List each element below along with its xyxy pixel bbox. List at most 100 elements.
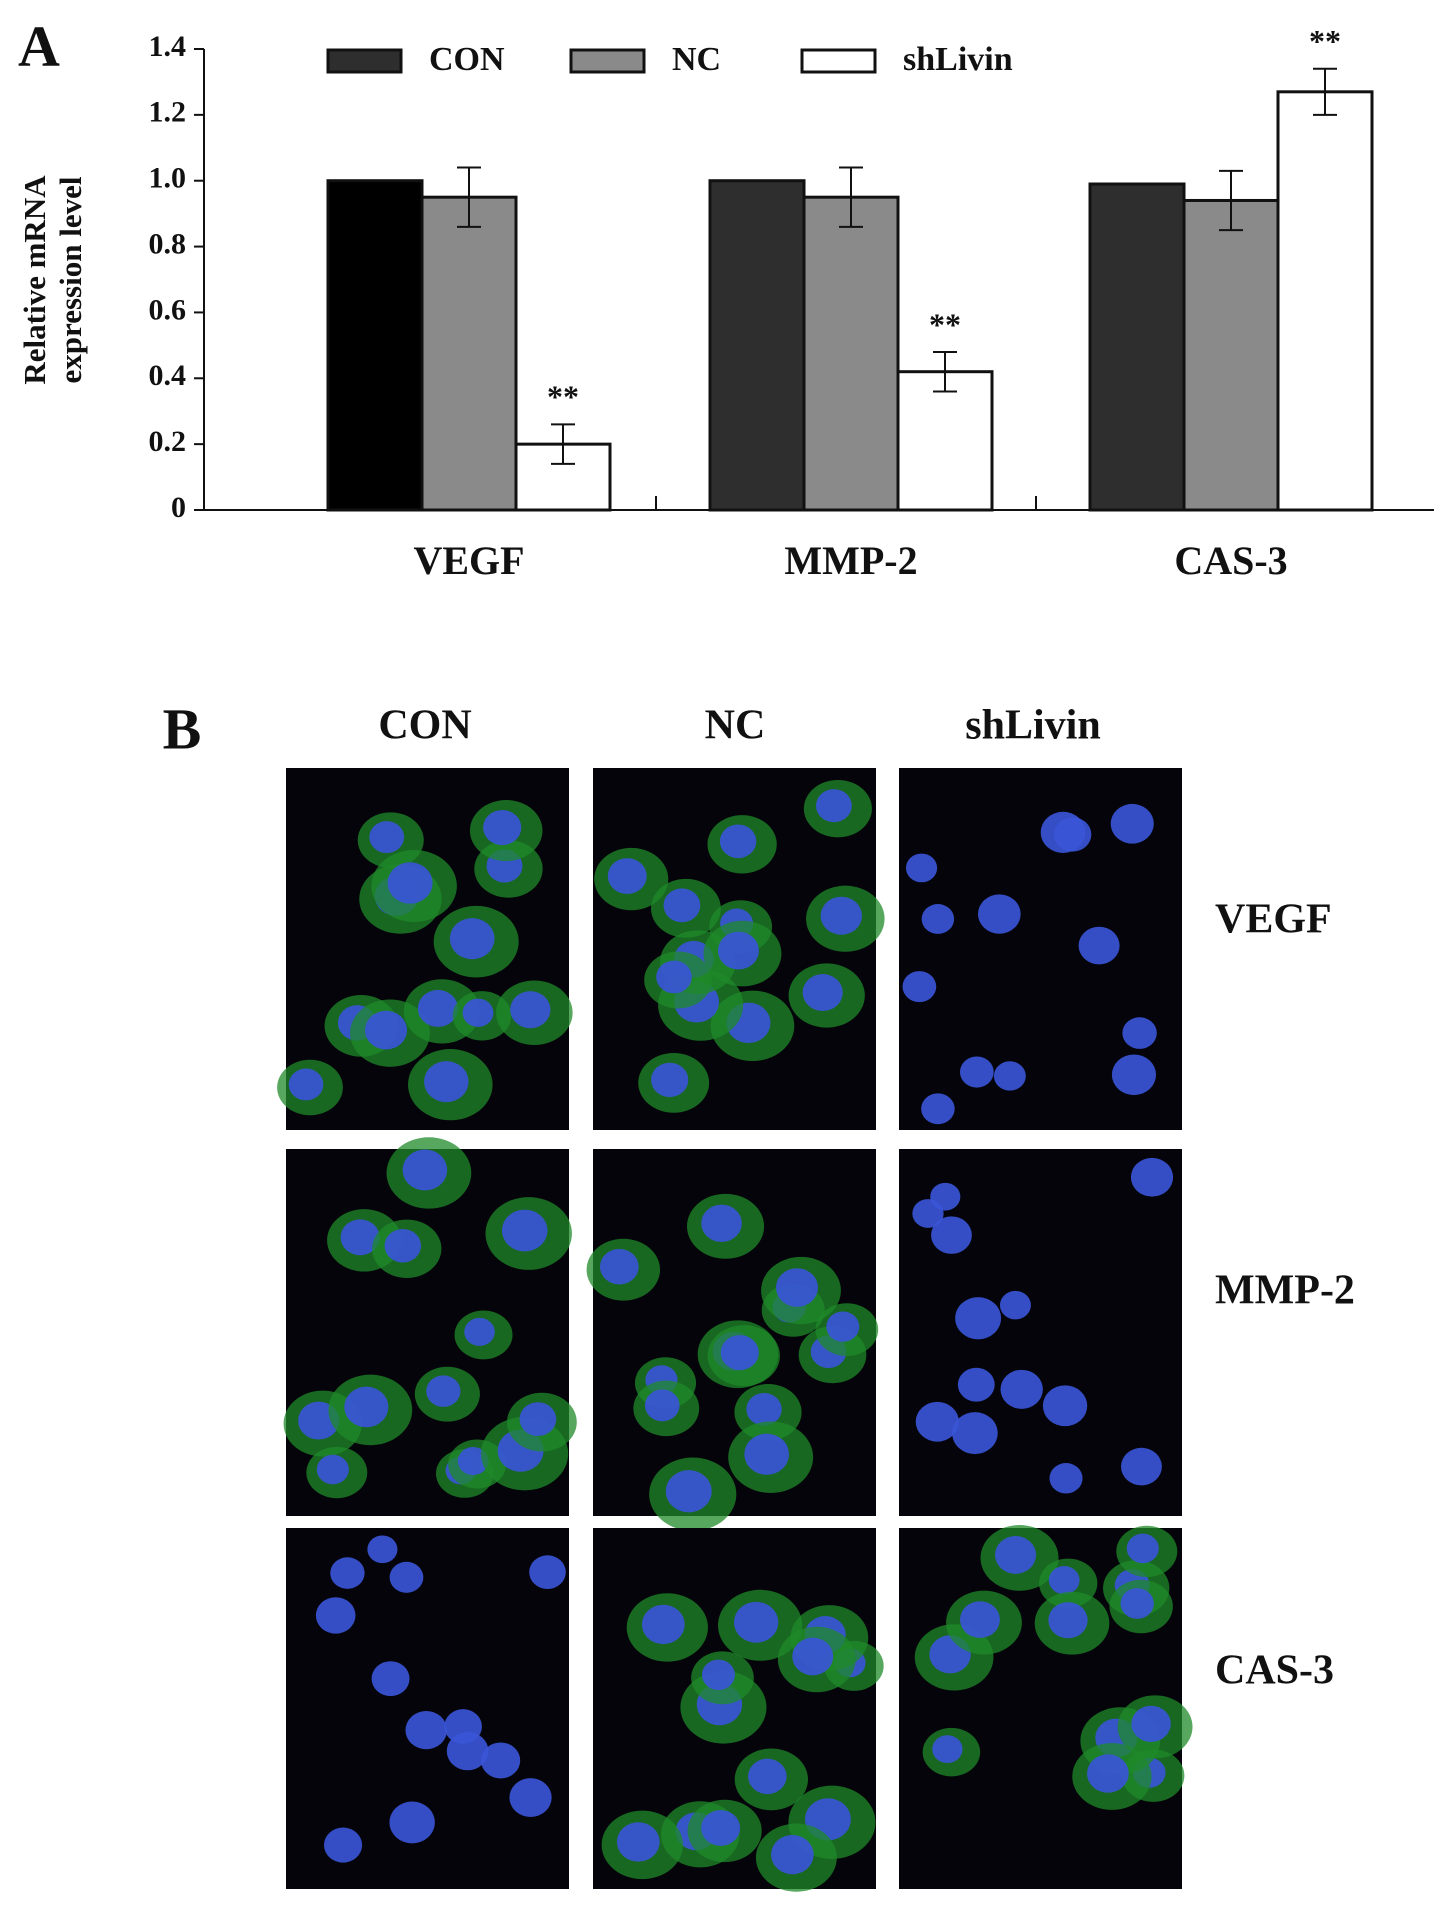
- nucleus: [481, 1742, 521, 1779]
- nucleus: [815, 789, 852, 823]
- nucleus: [529, 1555, 566, 1589]
- nucleus: [509, 1778, 552, 1817]
- nucleus: [510, 991, 551, 1029]
- nucleus: [367, 1535, 398, 1564]
- nucleus: [389, 1561, 424, 1593]
- nucleus: [952, 1412, 998, 1455]
- nucleus: [744, 1433, 790, 1475]
- x-tick-label: CAS-3: [1174, 538, 1287, 583]
- nucleus: [733, 1601, 779, 1643]
- column-label: NC: [705, 703, 766, 749]
- bar: [896, 370, 994, 512]
- nucleus: [701, 1809, 741, 1846]
- nucleus: [651, 1062, 689, 1098]
- nucleus: [1040, 811, 1086, 853]
- nucleus: [599, 1248, 639, 1285]
- nucleus: [993, 1061, 1026, 1091]
- legend-swatch: [326, 48, 403, 74]
- nucleus: [1120, 1588, 1154, 1619]
- legend-swatch: [569, 48, 646, 74]
- nucleus: [820, 896, 862, 935]
- y-tick-label: 1.0: [149, 162, 187, 195]
- micrograph: [593, 768, 885, 1130]
- bar: [420, 195, 518, 512]
- micrograph: [286, 1528, 569, 1889]
- legend-label: NC: [672, 41, 721, 78]
- nucleus: [1121, 1447, 1162, 1486]
- nucleus: [921, 1093, 955, 1125]
- nucleus: [426, 1375, 461, 1407]
- nucleus: [1087, 1754, 1129, 1793]
- micrograph: [899, 1525, 1193, 1889]
- nucleus: [701, 1659, 735, 1691]
- nucleus: [1048, 1566, 1080, 1595]
- nucleus: [424, 1061, 469, 1103]
- nucleus: [1110, 803, 1154, 844]
- nucleus: [616, 1822, 660, 1862]
- micrograph: [899, 768, 1182, 1130]
- nucleus: [519, 1402, 557, 1437]
- nucleus: [446, 1731, 489, 1771]
- error-bar: [933, 350, 957, 393]
- nucleus: [665, 1470, 712, 1513]
- nucleus: [402, 1149, 448, 1191]
- bar: [1088, 182, 1186, 512]
- nucleus: [792, 1637, 834, 1676]
- y-tick-label: 1.2: [149, 96, 187, 129]
- nucleus: [1130, 1157, 1174, 1197]
- nucleus: [288, 1068, 324, 1101]
- nucleus: [330, 1557, 365, 1589]
- nucleus: [932, 1735, 963, 1764]
- nucleus: [771, 1835, 814, 1875]
- nucleus: [720, 1335, 759, 1371]
- bar: [708, 179, 806, 512]
- nucleus: [364, 1010, 408, 1050]
- y-axis-title-line: expression level: [53, 176, 88, 383]
- row-label: VEGF: [1215, 897, 1332, 943]
- y-tick-label: 1.4: [149, 30, 187, 63]
- nucleus: [959, 1056, 994, 1088]
- error-bar: [1313, 67, 1337, 116]
- x-tick-label: VEGF: [413, 538, 524, 583]
- nucleus: [1000, 1369, 1043, 1409]
- significance-mark: **: [547, 379, 579, 415]
- nucleus: [384, 1228, 422, 1263]
- nucleus: [748, 1758, 787, 1795]
- nucleus: [902, 971, 937, 1003]
- nucleus: [717, 931, 759, 970]
- nucleus: [344, 1386, 389, 1428]
- bar: [326, 179, 424, 512]
- nucleus: [999, 1290, 1031, 1320]
- y-tick-label: 0: [171, 491, 186, 524]
- nucleus: [905, 853, 938, 883]
- error-bar: [457, 166, 481, 228]
- nucleus: [802, 974, 843, 1011]
- nucleus: [483, 809, 522, 846]
- significance-mark: **: [1309, 23, 1341, 59]
- bar: [1182, 198, 1280, 512]
- nucleus: [371, 1661, 410, 1697]
- nucleus: [921, 904, 955, 934]
- nucleus: [930, 1182, 961, 1211]
- nucleus: [340, 1219, 380, 1256]
- y-tick-label: 0.6: [149, 293, 187, 326]
- column-label: shLivin: [965, 703, 1100, 749]
- nucleus: [316, 1454, 349, 1485]
- nucleus: [746, 1393, 782, 1426]
- panel-label: A: [18, 13, 60, 78]
- nucleus: [417, 989, 458, 1027]
- error-bar: [551, 423, 575, 465]
- nucleus: [369, 821, 405, 854]
- nucleus: [701, 1204, 742, 1242]
- panel-label: B: [163, 696, 202, 761]
- nucleus: [955, 1297, 1002, 1340]
- micrograph: [277, 768, 573, 1130]
- nucleus: [1111, 1054, 1157, 1096]
- nucleus: [644, 1389, 680, 1422]
- nucleus: [462, 998, 494, 1027]
- nucleus: [663, 888, 701, 923]
- x-tick-label: MMP-2: [784, 538, 917, 583]
- nucleus: [960, 1601, 1000, 1638]
- nucleus: [315, 1597, 356, 1634]
